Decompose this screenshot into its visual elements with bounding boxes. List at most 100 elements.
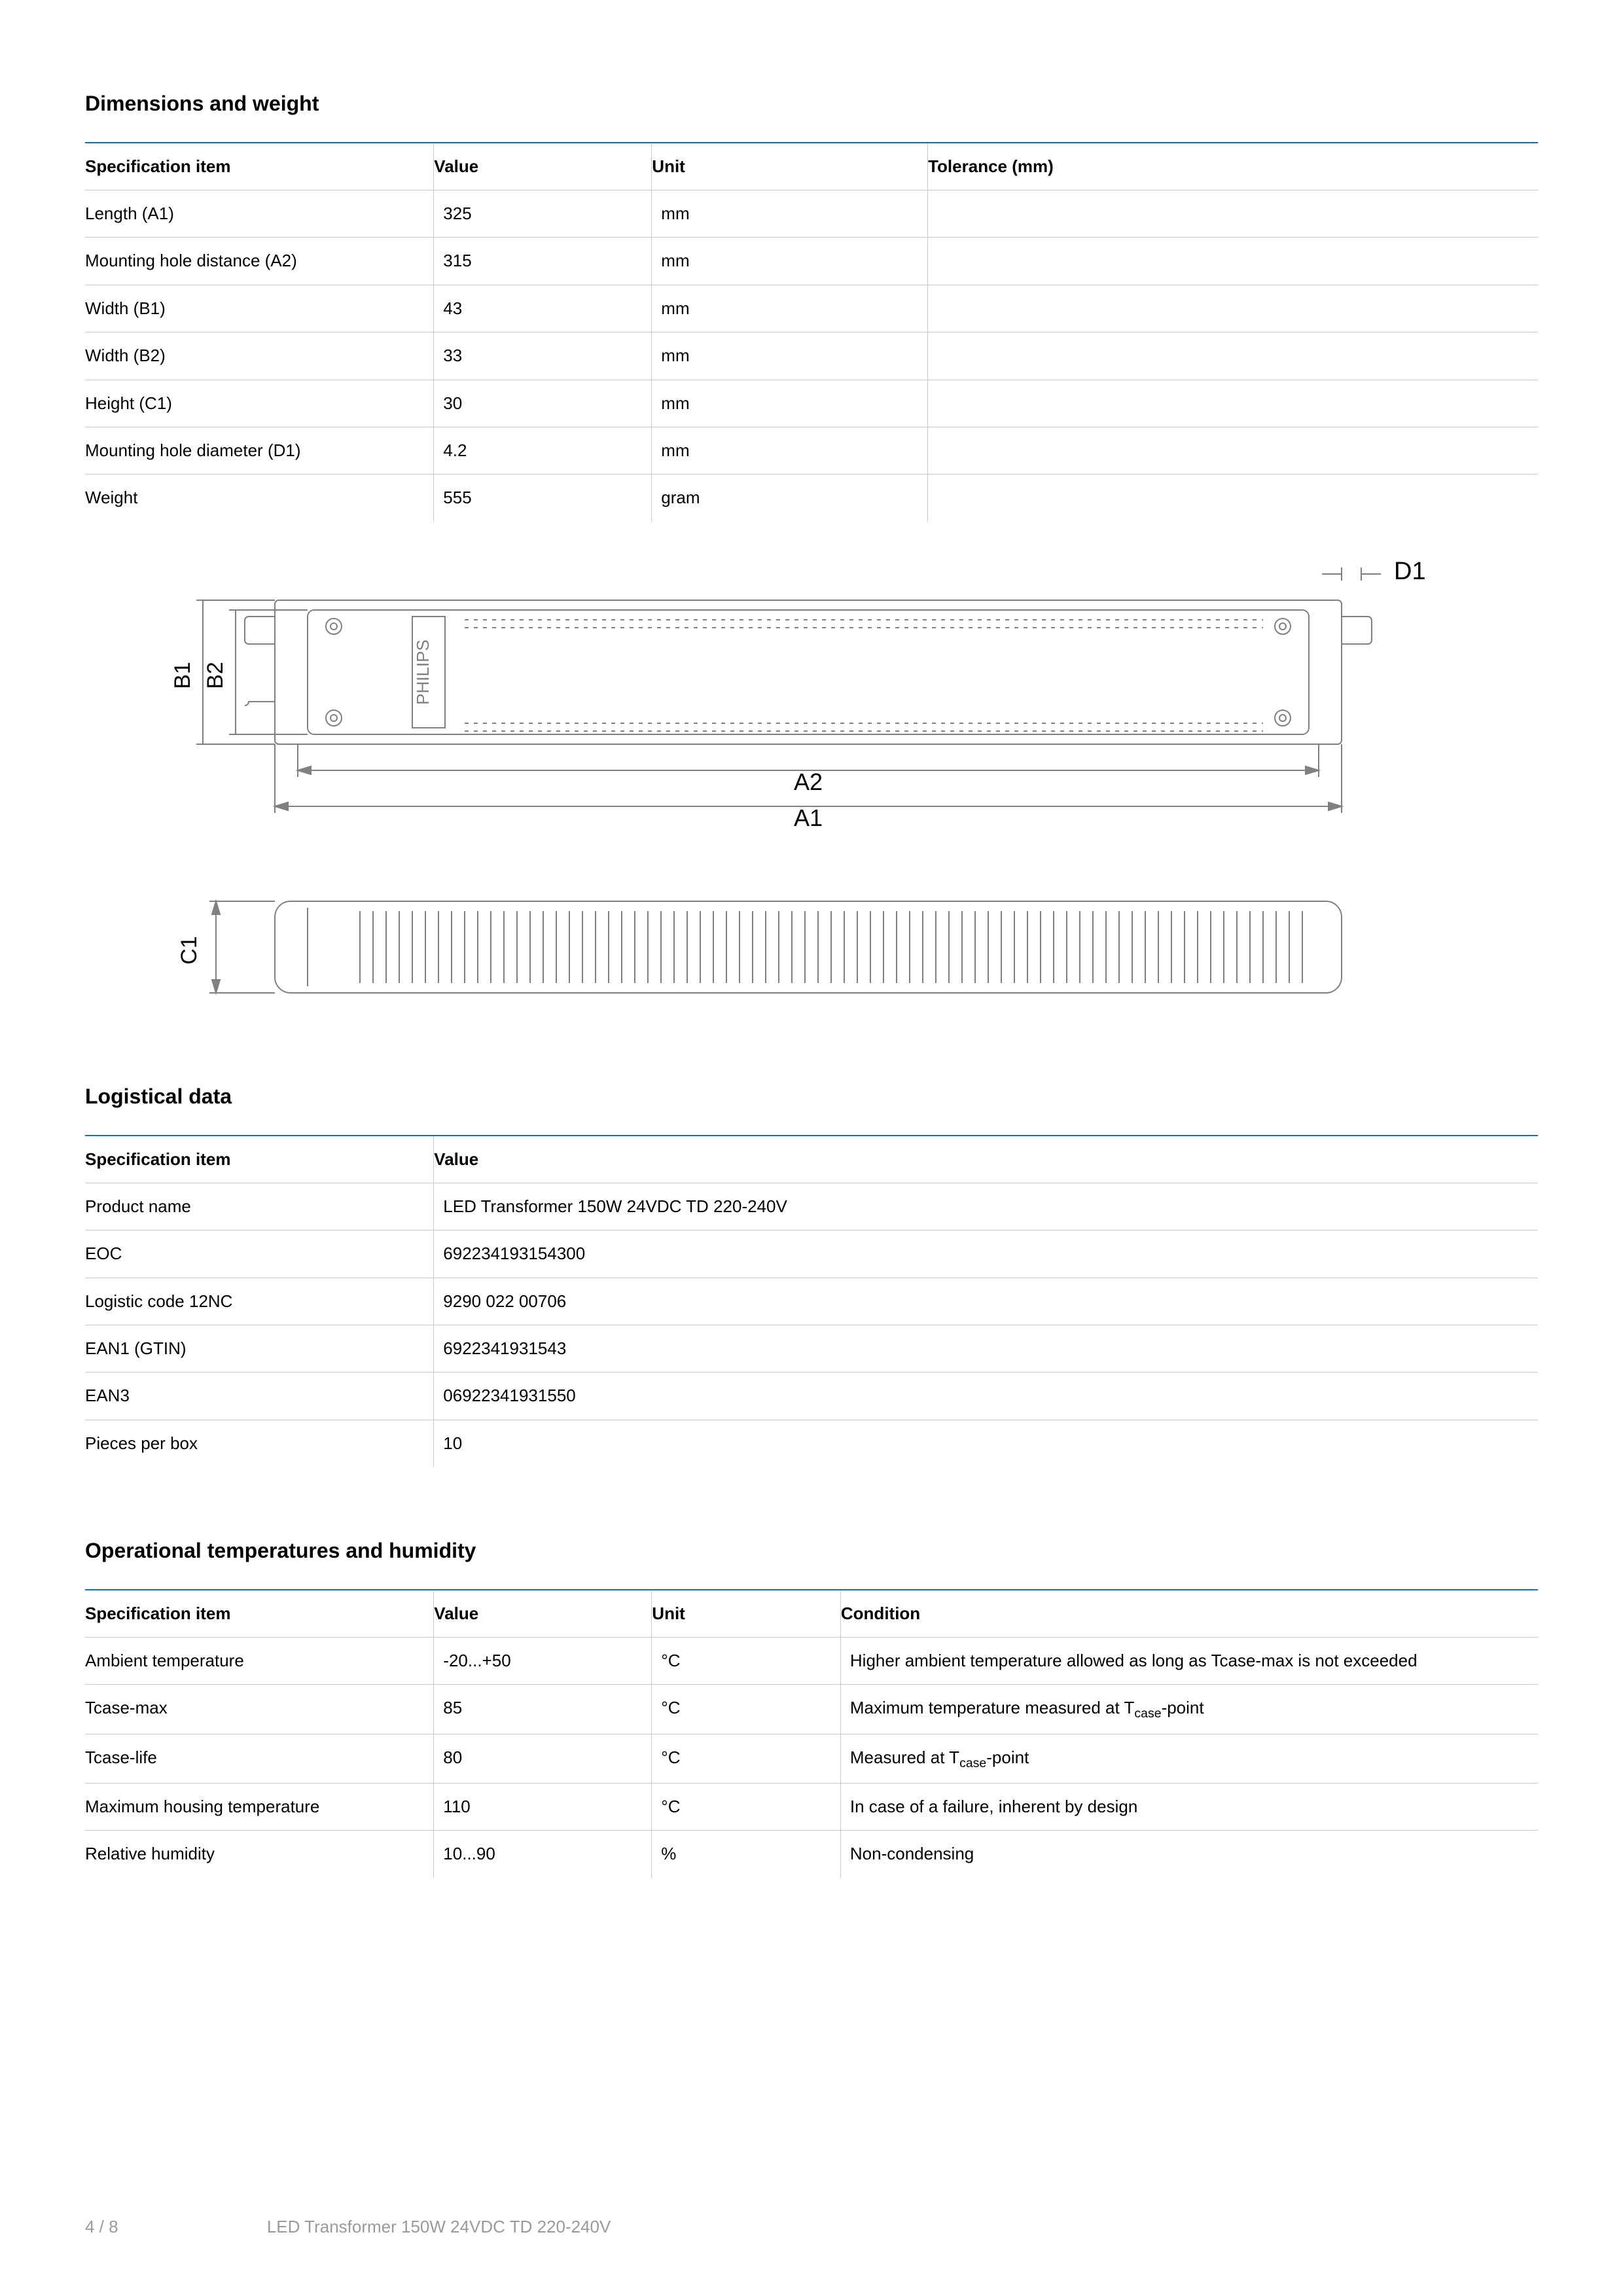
table-row: Relative humidity10...90%Non-condensing bbox=[85, 1831, 1538, 1878]
label-b2: B2 bbox=[203, 662, 228, 689]
table-cell: 325 bbox=[434, 190, 652, 238]
table-body: Ambient temperature-20...+50°CHigher amb… bbox=[85, 1638, 1538, 1878]
table-cell: -20...+50 bbox=[434, 1638, 652, 1685]
page-number: 4 / 8 bbox=[85, 2217, 118, 2236]
table-cell: 85 bbox=[434, 1685, 652, 1734]
dimension-diagram: D1 PHILIPS B1 B2 bbox=[85, 554, 1538, 1013]
label-brand: PHILIPS bbox=[413, 639, 433, 705]
table-cell: 80 bbox=[434, 1734, 652, 1783]
section-logistical: Logistical data Specification itemValue … bbox=[85, 1085, 1538, 1467]
table-cell: Measured at Tcase-point bbox=[840, 1734, 1538, 1783]
table-cell: Pieces per box bbox=[85, 1420, 434, 1467]
table-cell: 4.2 bbox=[434, 427, 652, 474]
column-header: Value bbox=[434, 143, 652, 190]
column-header: Specification item bbox=[85, 1136, 434, 1183]
table-cell: 10...90 bbox=[434, 1831, 652, 1878]
table-cell: Mounting hole distance (A2) bbox=[85, 238, 434, 285]
column-header: Unit bbox=[652, 1590, 841, 1638]
label-d1: D1 bbox=[1394, 558, 1426, 585]
table-cell: 06922341931550 bbox=[434, 1372, 1538, 1420]
column-header: Value bbox=[434, 1590, 652, 1638]
section-title: Dimensions and weight bbox=[85, 92, 1538, 116]
table-cell: 555 bbox=[434, 475, 652, 522]
label-a1: A1 bbox=[794, 804, 823, 831]
table-cell: % bbox=[652, 1831, 841, 1878]
table-row: Weight555gram bbox=[85, 475, 1538, 522]
table-cell: 43 bbox=[434, 285, 652, 332]
table-row: Logistic code 12NC9290 022 00706 bbox=[85, 1278, 1538, 1325]
table-cell: mm bbox=[652, 427, 928, 474]
column-header: Unit bbox=[652, 143, 928, 190]
table-cell: Width (B1) bbox=[85, 285, 434, 332]
table-cell: 6922341931543 bbox=[434, 1325, 1538, 1372]
table-body: Product nameLED Transformer 150W 24VDC T… bbox=[85, 1183, 1538, 1467]
page-footer: 4 / 8 LED Transformer 150W 24VDC TD 220-… bbox=[85, 2217, 611, 2237]
section-dimensions: Dimensions and weight Specification item… bbox=[85, 92, 1538, 522]
label-b1: B1 bbox=[170, 662, 195, 689]
column-header: Value bbox=[434, 1136, 1538, 1183]
table-cell: 33 bbox=[434, 332, 652, 380]
side-fins bbox=[360, 911, 1302, 983]
table-row: Tcase-max85°CMaximum temperature measure… bbox=[85, 1685, 1538, 1734]
table-cell: Higher ambient temperature allowed as lo… bbox=[840, 1638, 1538, 1685]
table-cell: Maximum temperature measured at Tcase-po… bbox=[840, 1685, 1538, 1734]
table-cell: 110 bbox=[434, 1783, 652, 1830]
table-row: Mounting hole diameter (D1)4.2mm bbox=[85, 427, 1538, 474]
label-a2: A2 bbox=[794, 768, 823, 795]
column-header: Specification item bbox=[85, 1590, 434, 1638]
column-header: Tolerance (mm) bbox=[928, 143, 1538, 190]
table-cell: Logistic code 12NC bbox=[85, 1278, 434, 1325]
table-cell bbox=[928, 380, 1538, 427]
table-row: EOC692234193154300 bbox=[85, 1230, 1538, 1278]
table-cell: Maximum housing temperature bbox=[85, 1783, 434, 1830]
table-row: Height (C1)30mm bbox=[85, 380, 1538, 427]
table-row: Length (A1)325mm bbox=[85, 190, 1538, 238]
label-c1: C1 bbox=[177, 936, 202, 964]
table-header-row: Specification itemValueUnitCondition bbox=[85, 1590, 1538, 1638]
table-cell: LED Transformer 150W 24VDC TD 220-240V bbox=[434, 1183, 1538, 1230]
table-cell: Non-condensing bbox=[840, 1831, 1538, 1878]
table-cell bbox=[928, 427, 1538, 474]
column-header: Specification item bbox=[85, 143, 434, 190]
table-row: Ambient temperature-20...+50°CHigher amb… bbox=[85, 1638, 1538, 1685]
table-row: Pieces per box10 bbox=[85, 1420, 1538, 1467]
table-row: EAN1 (GTIN)6922341931543 bbox=[85, 1325, 1538, 1372]
table-cell: 10 bbox=[434, 1420, 1538, 1467]
table-cell bbox=[928, 285, 1538, 332]
table-cell: °C bbox=[652, 1638, 841, 1685]
table-cell: 315 bbox=[434, 238, 652, 285]
table-cell: EOC bbox=[85, 1230, 434, 1278]
table-cell bbox=[928, 332, 1538, 380]
table-cell: Product name bbox=[85, 1183, 434, 1230]
diagram-svg: D1 PHILIPS B1 B2 bbox=[157, 554, 1466, 1013]
table-row: Width (B2)33mm bbox=[85, 332, 1538, 380]
table-cell: Width (B2) bbox=[85, 332, 434, 380]
table-cell: Ambient temperature bbox=[85, 1638, 434, 1685]
table-cell: °C bbox=[652, 1783, 841, 1830]
table-cell: mm bbox=[652, 380, 928, 427]
section-title: Operational temperatures and humidity bbox=[85, 1539, 1538, 1563]
table-cell: °C bbox=[652, 1685, 841, 1734]
table-row: Maximum housing temperature110°CIn case … bbox=[85, 1783, 1538, 1830]
dimensions-table: Specification itemValueUnitTolerance (mm… bbox=[85, 143, 1538, 522]
table-row: Tcase-life80°CMeasured at Tcase-point bbox=[85, 1734, 1538, 1783]
table-cell: EAN3 bbox=[85, 1372, 434, 1420]
table-cell: mm bbox=[652, 332, 928, 380]
table-cell: Weight bbox=[85, 475, 434, 522]
table-cell: °C bbox=[652, 1734, 841, 1783]
table-cell bbox=[928, 475, 1538, 522]
section-operational: Operational temperatures and humidity Sp… bbox=[85, 1539, 1538, 1878]
table-cell: 692234193154300 bbox=[434, 1230, 1538, 1278]
table-cell: gram bbox=[652, 475, 928, 522]
table-cell: EAN1 (GTIN) bbox=[85, 1325, 434, 1372]
table-cell: mm bbox=[652, 238, 928, 285]
table-cell: 30 bbox=[434, 380, 652, 427]
table-cell: Height (C1) bbox=[85, 380, 434, 427]
table-row: Product nameLED Transformer 150W 24VDC T… bbox=[85, 1183, 1538, 1230]
column-header: Condition bbox=[840, 1590, 1538, 1638]
table-cell: 9290 022 00706 bbox=[434, 1278, 1538, 1325]
table-cell: Tcase-max bbox=[85, 1685, 434, 1734]
table-cell: In case of a failure, inherent by design bbox=[840, 1783, 1538, 1830]
table-cell: Mounting hole diameter (D1) bbox=[85, 427, 434, 474]
footer-title: LED Transformer 150W 24VDC TD 220-240V bbox=[267, 2217, 611, 2236]
